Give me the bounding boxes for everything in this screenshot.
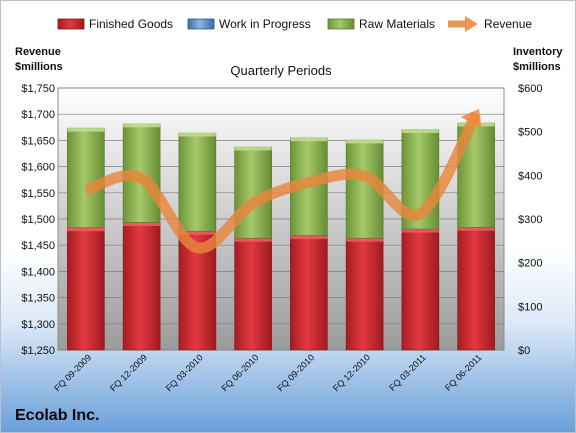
left-tick-label: $1,600 [21, 162, 55, 174]
legend-label: Revenue [484, 17, 532, 31]
left-tick-label: $1,400 [21, 266, 55, 278]
legend-swatch-arrow [465, 16, 478, 32]
right-tick-label: $0 [518, 345, 530, 357]
bar-finished-goods [290, 235, 328, 351]
revenue-arrowhead [460, 108, 482, 129]
revenue-line [84, 111, 481, 254]
bar-raw-materials-cap [401, 128, 439, 133]
x-tick-label: FQ 03-2010 [164, 352, 205, 393]
chart-legend: Finished Goods Work in Progress Raw Materi… [57, 16, 532, 32]
left-tick-label: $1,550 [21, 188, 55, 200]
right-tick-label: $300 [518, 214, 542, 226]
right-tick-label: $600 [518, 83, 542, 95]
bar-finished-goods [67, 227, 105, 351]
bar-finished-goods-cap [67, 227, 105, 232]
bar-finished-goods-cap [123, 221, 161, 226]
legend-label: Finished Goods [89, 17, 173, 31]
legend-swatch [327, 18, 355, 30]
bar-finished-goods-cap [234, 237, 272, 242]
right-axis-label-line1: Inventory [513, 46, 563, 58]
bar-finished-goods-cap [178, 230, 216, 235]
bar-raw-materials-cap [290, 137, 328, 142]
bar-raw-materials-cap [234, 146, 272, 151]
x-tick-label: FQ 03-2011 [387, 352, 428, 393]
company-name: Ecolab Inc. [15, 407, 99, 424]
bar-finished-goods [457, 226, 495, 351]
bar-finished-goods [401, 228, 440, 351]
right-tick-label: $400 [518, 170, 542, 182]
right-axis-label-line2: $millions [513, 61, 561, 73]
left-tick-label: $1,350 [21, 293, 55, 305]
x-tick-label: FQ 06-2011 [443, 352, 484, 393]
legend-label: Raw Materials [359, 17, 435, 31]
left-tick-label: $1,300 [21, 319, 55, 331]
left-tick-label: $1,700 [21, 109, 55, 121]
legend-item: Revenue [448, 16, 532, 32]
x-tick-label: FQ 09-2009 [52, 352, 93, 393]
legend-label: Work in Progress [219, 17, 311, 31]
left-tick-label: $1,750 [21, 83, 55, 95]
right-tick-label: $100 [518, 301, 542, 313]
left-tick-label: $1,450 [21, 240, 55, 252]
bar-finished-goods [122, 222, 161, 351]
bar-finished-goods [234, 237, 272, 351]
legend-item: Finished Goods [57, 17, 173, 31]
bar-raw-materials-cap [346, 139, 384, 144]
x-tick-label: FQ 12-2010 [331, 352, 372, 393]
right-tick-label: $500 [518, 127, 542, 139]
bar-raw-materials [178, 132, 217, 232]
left-axis-label-line1: Revenue [15, 46, 61, 58]
plot-area: $1,250 $1,300 $1,350 $1,400 $1,450 $1,500 $1,5… [21, 83, 542, 393]
legend-swatch [57, 18, 85, 30]
bar-finished-goods [345, 237, 384, 351]
bar-raw-materials [67, 127, 105, 229]
right-tick-label: $200 [518, 258, 542, 270]
bar-raw-materials-cap [178, 132, 216, 137]
bar-raw-materials-cap [123, 123, 161, 128]
x-tick-label: FQ 09-2010 [275, 352, 316, 393]
legend-item: Raw Materials [327, 17, 435, 31]
bar-finished-goods-cap [457, 226, 495, 231]
left-tick-label: $1,250 [21, 345, 55, 357]
bar-finished-goods-cap [401, 228, 439, 233]
chart-title: Quarterly Periods [230, 63, 332, 78]
left-tick-label: $1,650 [21, 135, 55, 147]
left-axis-label-line2: $millions [15, 61, 63, 73]
legend-item: Work in Progress [187, 17, 311, 31]
left-tick-label: $1,500 [21, 214, 55, 226]
legend-swatch [187, 18, 215, 30]
x-tick-label: FQ 12-2009 [108, 352, 149, 393]
bar-finished-goods-cap [346, 237, 384, 242]
x-tick-label: FQ 06-2010 [220, 352, 261, 393]
bar-raw-materials-cap [67, 127, 105, 132]
bar-finished-goods-cap [290, 235, 328, 240]
